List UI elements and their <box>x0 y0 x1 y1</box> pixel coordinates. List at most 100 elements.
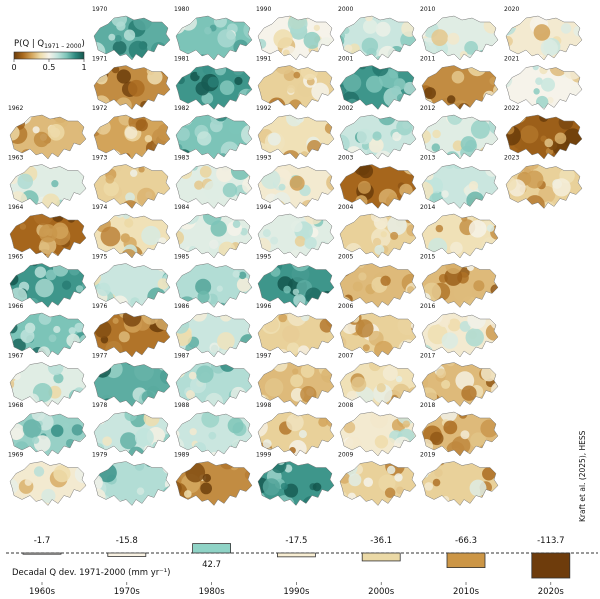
bar-value-label: -15.8 <box>116 536 138 546</box>
map-year-label: 2015 <box>420 254 435 261</box>
map-1984: 1984 <box>174 204 253 259</box>
map-year-label: 2010 <box>420 6 435 13</box>
map-year-label: 2021 <box>504 56 519 63</box>
bar-1980s <box>192 543 232 554</box>
map-year-label: 2014 <box>420 204 435 211</box>
map-year-label: 1995 <box>256 254 271 261</box>
map-year-label: 1978 <box>92 402 107 409</box>
map-year-label: 1986 <box>174 303 189 310</box>
map-year-label: 2016 <box>420 303 435 310</box>
map-year-label: 1981 <box>174 56 189 63</box>
colorbar-tick: 1 <box>81 63 86 72</box>
map-year-label: 2004 <box>338 204 353 211</box>
map-year-label: 1975 <box>92 254 107 261</box>
map-year-label: 1977 <box>92 353 107 360</box>
bar-2000s <box>361 552 401 562</box>
map-1999: 1999 <box>256 452 335 506</box>
map-year-label: 2009 <box>338 452 353 459</box>
map-year-label: 2011 <box>420 56 435 63</box>
bar-category-label: 2010s <box>453 587 480 595</box>
map-year-label: 2017 <box>420 353 435 360</box>
bar-1960s <box>22 552 62 555</box>
map-year-label: 1980 <box>174 6 189 13</box>
map-year-label: 2007 <box>338 353 353 360</box>
bar-category-label: 1960s <box>29 587 56 595</box>
bar-chart: Decadal Q dev. 1971-2000 (mm yr⁻¹) -1.7 1… <box>6 536 598 597</box>
map-year-label: 1963 <box>8 155 23 162</box>
map-2009: 2009 <box>338 452 417 506</box>
map-year-label: 1994 <box>256 204 271 211</box>
map-year-label: 2020 <box>504 6 519 13</box>
map-year-label: 2018 <box>420 402 435 409</box>
map-year-label: 1999 <box>256 452 271 459</box>
map-year-label: 1988 <box>174 402 189 409</box>
bar-value-label: 42.7 <box>202 560 221 570</box>
bar-value-label: -36.1 <box>370 536 392 546</box>
bar-category-label: 1990s <box>283 587 310 595</box>
map-year-label: 2008 <box>338 402 353 409</box>
map-year-label: 1990 <box>256 6 271 13</box>
map-1976: 1976 <box>92 303 171 358</box>
map-year-label: 2022 <box>504 105 519 112</box>
map-1990: 1990 <box>256 6 335 61</box>
map-year-label: 1973 <box>92 155 107 162</box>
map-1989: 1989 <box>174 452 253 506</box>
map-year-label: 1993 <box>256 155 271 162</box>
colorbar-gradient <box>13 51 85 60</box>
map-year-label: 1996 <box>256 303 271 310</box>
map-2019: 2019 <box>420 452 499 506</box>
map-1983: 1983 <box>174 155 253 209</box>
map-year-label: 1966 <box>8 303 23 310</box>
colorbar-tick: 0.5 <box>43 63 56 72</box>
map-2006: 2006 <box>338 303 417 358</box>
map-year-label: 1989 <box>174 452 189 459</box>
map-year-label: 1971 <box>92 56 107 63</box>
map-year-label: 2019 <box>420 452 435 459</box>
map-year-label: 1979 <box>92 452 107 459</box>
bar-1990s <box>276 552 316 558</box>
map-year-label: 1976 <box>92 303 107 310</box>
map-year-label: 2003 <box>338 155 353 162</box>
map-year-label: 1972 <box>92 105 107 112</box>
bar-2010s <box>446 552 486 568</box>
map-year-label: 2012 <box>420 105 435 112</box>
map-2004: 2004 <box>338 204 417 259</box>
map-year-label: 2006 <box>338 303 353 310</box>
map-year-label: 1997 <box>256 353 271 360</box>
colorbar-title: P(Q | Q1971 – 2000) <box>14 39 85 50</box>
credit-text: Kraft et al. (2025), HESS <box>578 430 587 522</box>
map-year-label: 2013 <box>420 155 435 162</box>
map-1967: 1967 <box>8 353 87 407</box>
map-year-label: 1985 <box>174 254 189 261</box>
map-year-label: 1974 <box>92 204 107 211</box>
colorbar-tick: 0 <box>11 63 16 72</box>
map-year-label: 2023 <box>504 155 519 162</box>
map-year-label: 1982 <box>174 105 189 112</box>
map-2023: 2023 <box>504 155 583 209</box>
map-year-label: 2002 <box>338 105 353 112</box>
map-year-label: 1965 <box>8 254 23 261</box>
map-2000: 2000 <box>338 6 417 61</box>
bar-value-label: -17.5 <box>285 536 307 546</box>
bar-category-label: 2020s <box>538 587 565 595</box>
map-2003: 2003 <box>338 155 417 209</box>
yearly-maps: 1962 1963 1964 1965 1966 1967 1968 1969 1970 1971… <box>8 6 583 506</box>
map-year-label: 2001 <box>338 56 353 63</box>
map-year-label: 1969 <box>8 452 23 459</box>
map-year-label: 1983 <box>174 155 189 162</box>
map-year-label: 1984 <box>174 204 189 211</box>
map-year-label: 1970 <box>92 6 107 13</box>
map-1979: 1979 <box>92 452 171 506</box>
map-1969: 1969 <box>8 452 87 506</box>
map-1981: 1981 <box>174 56 253 110</box>
bar-value-label: -66.3 <box>455 536 477 546</box>
bar-ylabel: Decadal Q dev. 1971-2000 (mm yr⁻¹) <box>12 568 170 578</box>
bar-category-label: 1980s <box>199 587 226 595</box>
map-year-label: 1992 <box>256 105 271 112</box>
bar-category-label: 1970s <box>114 587 141 595</box>
map-year-label: 1964 <box>8 204 23 211</box>
bar-value-label: -113.7 <box>537 536 564 546</box>
map-year-label: 1967 <box>8 353 23 360</box>
map-year-label: 1991 <box>256 56 271 63</box>
